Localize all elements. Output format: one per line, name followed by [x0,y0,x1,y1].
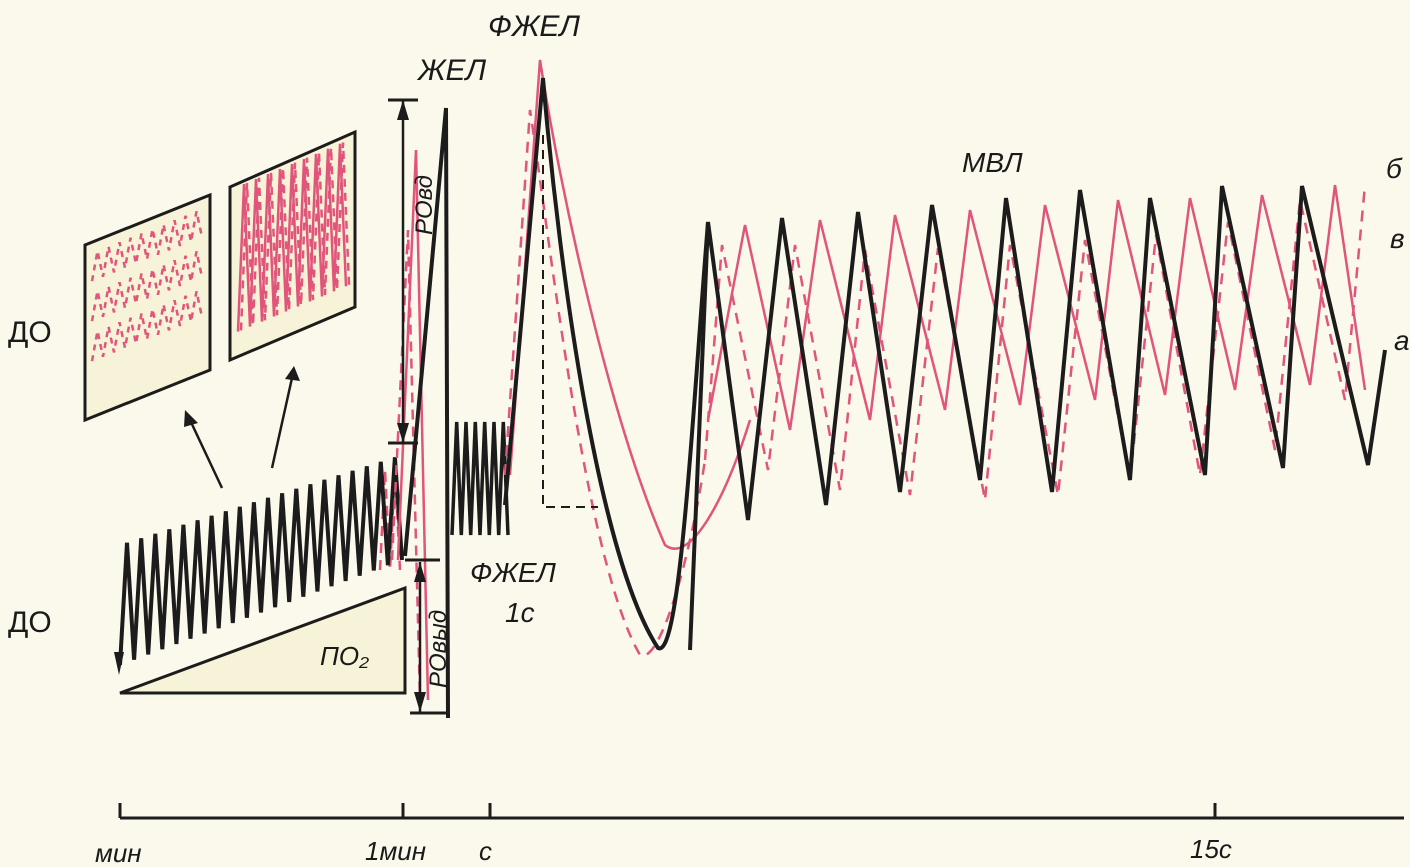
tick-label-min: мин [95,838,142,867]
inset-left-wave-row [90,211,204,282]
arrow-to-right-panel [270,366,300,469]
mvv-pink-solid-trace [706,184,1367,431]
ro-vd-label: РОвд [411,175,438,235]
vital-capacity-trace [403,107,450,719]
fev1-marker [542,135,598,508]
do-label-bottom: ДО [8,606,52,639]
fzhel-1s-label-line2: 1с [505,597,535,628]
do-label-top: ДО [8,316,52,349]
tick-label-s: с [479,836,492,866]
inset-left-wave-row [90,251,204,322]
fvc-black-curve [503,77,710,651]
inspiratory-reserve-bracket: РОвд [388,98,438,445]
time-axis: мин 1мин с 15с [95,803,1404,867]
ro-vyd-label: РОвыд [425,610,452,688]
mvl-label: МВЛ [962,147,1023,178]
fzhel-1s-label-line1: ФЖЕЛ [470,557,557,588]
oxygen-consumption-triangle: ПО₂ [119,585,407,695]
po2-label: ПО₂ [320,641,369,671]
expiratory-reserve-bracket: РОвыд [405,558,452,715]
inset-panel-right [228,129,357,363]
fvc-pink-solid-curve [508,59,752,550]
pre-fvc-breathing-trace [450,421,510,536]
inset-left-wave-row [90,291,204,362]
curve-a-label: а [1394,325,1410,356]
inset-right-dashed-wave [239,142,351,331]
curve-b-label: б [1386,153,1403,184]
pink-vc-dashed-trace [390,229,422,701]
tidal-breathing-trace [118,457,404,666]
fzhel-label: ФЖЕЛ [488,10,580,43]
inset-right-solid-wave [236,143,348,332]
curve-v-label: в [1390,223,1405,254]
mvv-black-trace [688,185,1387,651]
inset-panel-left [83,192,212,423]
tick-label-15s: 15с [1190,834,1232,864]
mvv-pink-dashed-trace [703,184,1367,501]
trace-start-arrowhead [114,652,124,675]
inset-right-pink-waves [236,142,351,332]
zhel-label: ЖЕЛ [416,54,487,87]
arrow-to-left-panel [184,410,224,489]
fvc-pink-dashed-curve [503,109,707,657]
inset-left-dashed-waves [90,211,204,362]
tick-label-1min: 1мин [365,836,426,866]
